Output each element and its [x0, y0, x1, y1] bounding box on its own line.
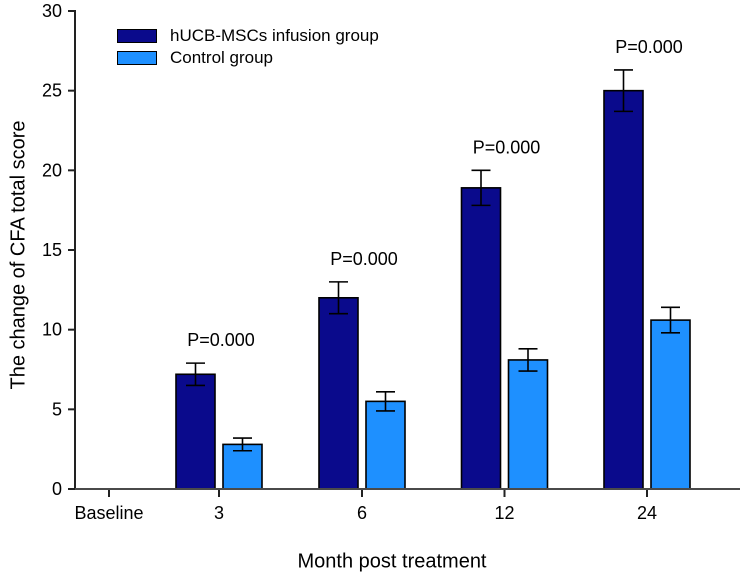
legend-swatch-control — [117, 51, 157, 65]
p-value-annotation: P=0.000 — [473, 137, 541, 157]
bar-control — [222, 443, 263, 490]
bar-infusion — [460, 187, 502, 490]
p-value-annotation: P=0.000 — [615, 37, 683, 57]
bar-infusion — [175, 373, 216, 490]
bar-infusion — [603, 89, 644, 490]
x-tick-label: 12 — [494, 503, 514, 523]
y-tick-label: 0 — [52, 479, 62, 499]
y-tick-label: 30 — [42, 1, 62, 21]
x-axis-title: Month post treatment — [297, 550, 487, 573]
p-value-annotation: P=0.000 — [330, 249, 398, 269]
y-tick-label: 5 — [52, 399, 62, 419]
y-tick-label: 10 — [42, 320, 62, 340]
bar-control — [365, 400, 406, 490]
y-tick-label: 25 — [42, 81, 62, 101]
bar-control — [650, 319, 691, 490]
x-tick-label: 6 — [357, 503, 367, 523]
p-value-annotation: P=0.000 — [187, 330, 255, 350]
bar-infusion — [318, 296, 359, 490]
legend-swatch-infusion — [117, 29, 157, 43]
x-tick-label: 3 — [214, 503, 224, 523]
y-tick-label: 20 — [42, 160, 62, 180]
bar-control — [507, 359, 549, 490]
legend-label-infusion: hUCB-MSCs infusion group — [170, 26, 379, 45]
x-tick-label: Baseline — [74, 503, 143, 523]
y-axis-title: The change of CFA total score — [7, 120, 30, 390]
legend-item-infusion: hUCB-MSCs infusion group — [117, 26, 379, 45]
legend-label-control: Control group — [170, 48, 274, 67]
y-tick-label: 15 — [42, 240, 62, 260]
legend: hUCB-MSCs infusion group Control group — [117, 26, 379, 73]
legend-item-control: Control group — [117, 48, 379, 67]
x-tick-label: 24 — [637, 503, 657, 523]
